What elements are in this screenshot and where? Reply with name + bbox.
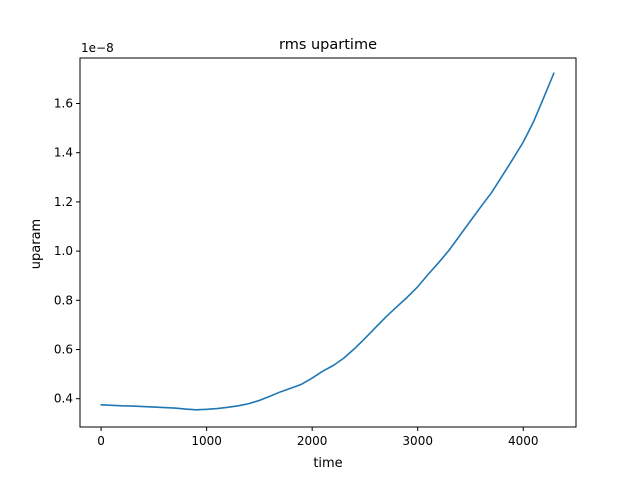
y-offset-label: 1e−8	[81, 41, 114, 55]
x-tick-label: 4000	[508, 434, 539, 448]
y-tick-label: 1.4	[54, 146, 73, 160]
axes-frame	[79, 57, 577, 428]
plot-area	[100, 72, 555, 411]
series-line	[100, 72, 555, 411]
y-tick-label: 0.8	[54, 293, 73, 307]
y-axis-label: uparam	[29, 219, 44, 269]
x-tick-label: 1000	[191, 434, 222, 448]
x-axis-ticks: 0 1000 2000 3000 4000	[97, 427, 539, 448]
y-tick-label: 1.6	[54, 97, 73, 111]
chart-title: rms upartime	[279, 37, 377, 53]
x-tick-label: 2000	[297, 434, 328, 448]
x-tick-label: 3000	[402, 434, 433, 448]
y-tick-label: 1.2	[54, 195, 73, 209]
x-axis-label: time	[313, 456, 342, 471]
y-axis-ticks: 0.4 0.6 0.8 1.0 1.2 1.4 1.6	[54, 97, 80, 406]
y-tick-label: 1.0	[54, 244, 73, 258]
x-tick-label: 0	[97, 434, 105, 448]
y-tick-label: 0.4	[54, 392, 73, 406]
y-tick-label: 0.6	[54, 343, 73, 357]
